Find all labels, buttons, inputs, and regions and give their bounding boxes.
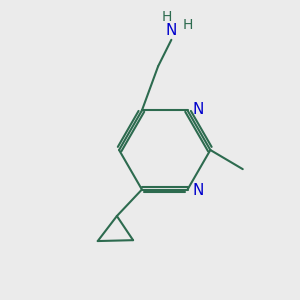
Text: H: H bbox=[162, 10, 172, 24]
Text: N: N bbox=[193, 101, 204, 116]
Text: N: N bbox=[166, 23, 177, 38]
Text: N: N bbox=[193, 184, 204, 199]
Text: H: H bbox=[182, 18, 193, 32]
